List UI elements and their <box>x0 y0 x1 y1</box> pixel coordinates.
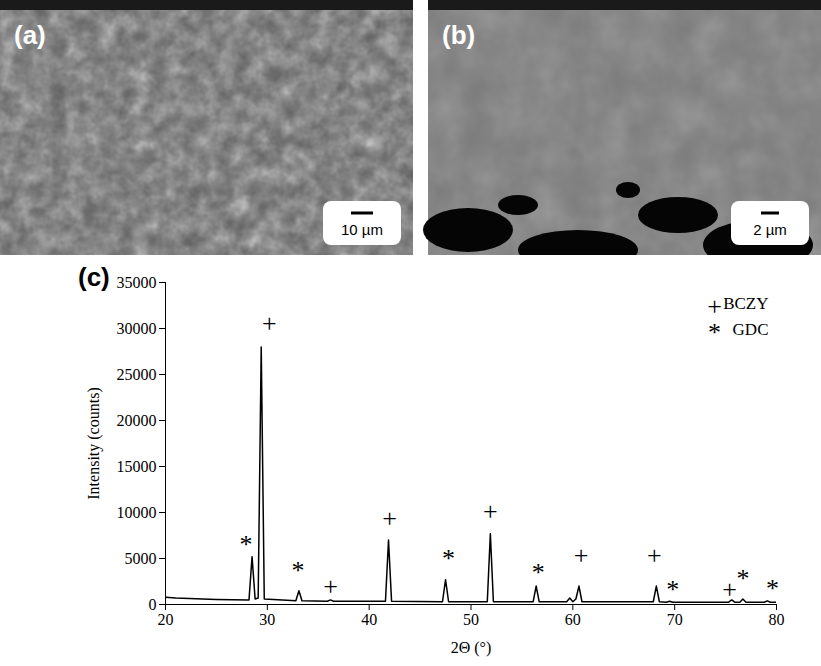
svg-text:GDC: GDC <box>733 320 769 339</box>
html-text:(c): (c) <box>78 262 110 292</box>
svg-text:(a): (a) <box>14 20 46 50</box>
svg-text:15000: 15000 <box>117 458 157 475</box>
svg-text:2Θ (°): 2Θ (°) <box>451 639 492 657</box>
svg-text:*: * <box>442 544 455 573</box>
svg-text:70: 70 <box>667 611 683 628</box>
svg-text:30000: 30000 <box>117 320 157 337</box>
svg-text:Intensity (counts): Intensity (counts) <box>85 387 103 499</box>
svg-text:*: * <box>708 318 721 347</box>
svg-text:+: + <box>483 497 498 526</box>
svg-text:+: + <box>382 504 397 533</box>
svg-text:*: * <box>291 556 304 585</box>
svg-text:*: * <box>239 530 252 559</box>
svg-text:40: 40 <box>361 611 377 628</box>
svg-text:60: 60 <box>565 611 581 628</box>
svg-text:+: + <box>647 541 662 570</box>
svg-text:+: + <box>323 572 338 601</box>
svg-text:20000: 20000 <box>117 412 157 429</box>
svg-text:25000: 25000 <box>117 366 157 383</box>
svg-text:(b): (b) <box>442 20 475 50</box>
svg-text:BCZY: BCZY <box>723 294 768 313</box>
svg-text:+: + <box>262 309 277 338</box>
svg-text:2 µm: 2 µm <box>753 221 787 238</box>
svg-text:20: 20 <box>158 611 174 628</box>
svg-text:*: * <box>532 558 545 587</box>
svg-text:50: 50 <box>463 611 479 628</box>
svg-text:10000: 10000 <box>117 504 157 521</box>
svg-text:*: * <box>736 564 749 593</box>
svg-text:*: * <box>766 574 779 603</box>
svg-text:80: 80 <box>769 611 785 628</box>
svg-text:+: + <box>722 575 737 604</box>
svg-text:*: * <box>666 575 679 604</box>
svg-text:5000: 5000 <box>125 550 157 567</box>
svg-text:35000: 35000 <box>117 274 157 291</box>
svg-text:0: 0 <box>149 596 157 613</box>
svg-text:10 µm: 10 µm <box>341 221 383 238</box>
svg-text:+: + <box>707 292 722 321</box>
svg-text:+: + <box>574 541 589 570</box>
svg-text:30: 30 <box>259 611 275 628</box>
